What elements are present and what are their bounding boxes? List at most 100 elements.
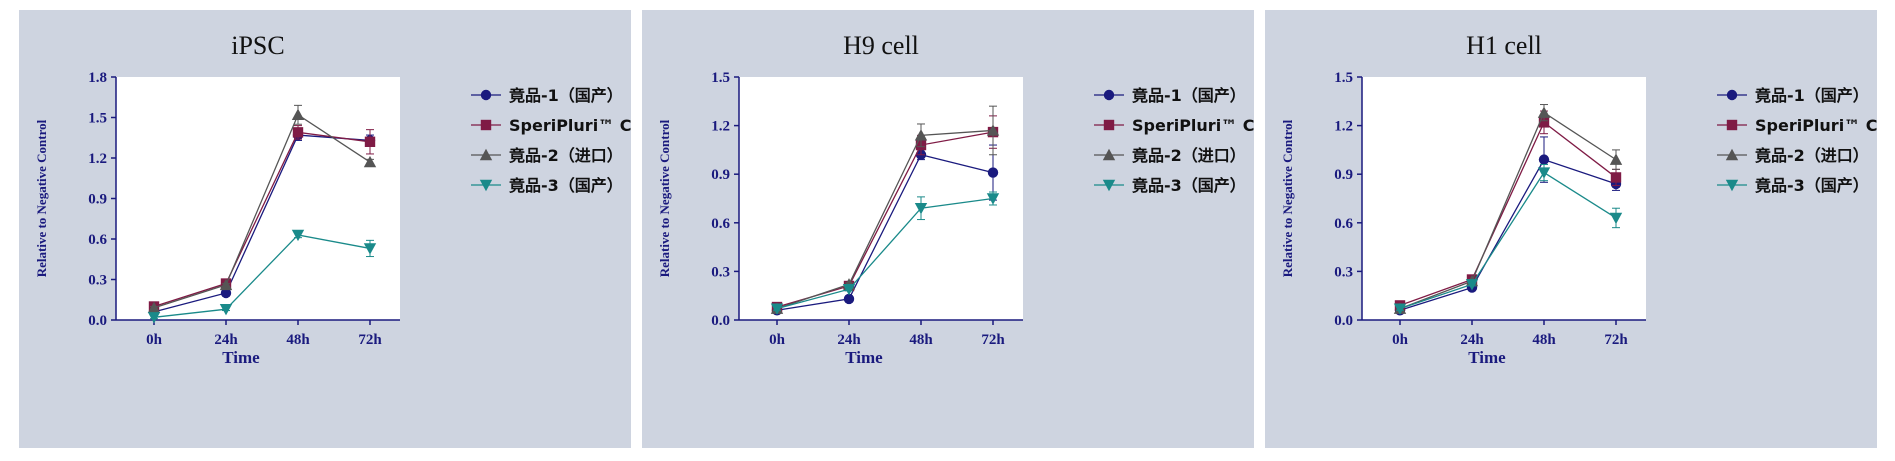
y-tick-label: 0.9	[1334, 167, 1353, 183]
y-axis-label: Relative to Negative Control	[34, 119, 49, 277]
legend-marker	[1725, 148, 1739, 161]
data-point	[363, 155, 377, 168]
legend-marker	[479, 179, 493, 192]
x-axis-label: Time	[1468, 348, 1506, 367]
series-line	[1399, 111, 1617, 310]
x-tick-label: 48h	[286, 332, 310, 348]
y-tick-label: 0.0	[711, 313, 730, 329]
x-tick-label: 72h	[358, 332, 382, 348]
legend-label: 竟品-1（国产）	[1132, 86, 1246, 105]
y-tick-label: 1.5	[88, 111, 107, 127]
series-line	[1399, 171, 1617, 310]
legend-marker	[480, 89, 492, 101]
series-line	[153, 113, 371, 309]
legend-label: 竟品-2（进口）	[1755, 146, 1869, 165]
chart-panel-h1-cell: H1 cell 0.0 0.3 0.6 0.9 1.2 1.5 0h 24h 48h 72h Time…	[1265, 10, 1877, 448]
series-line	[776, 154, 994, 311]
x-axis-label: Time	[845, 348, 883, 367]
legend-marker	[1726, 119, 1738, 131]
data-point	[363, 243, 377, 255]
legend-marker	[480, 119, 492, 131]
plot-area	[116, 77, 400, 320]
data-point	[914, 129, 928, 141]
legend-marker	[1103, 89, 1115, 101]
x-tick-label: 0h	[146, 332, 163, 348]
x-tick-label: 24h	[1460, 332, 1484, 348]
y-tick-label: 0.6	[711, 216, 730, 232]
chart-panel-ipsc: iPSC 0.0 0.3 0.6 0.9 1.2 1.5 1.8 0h 24h 48h 72h Time…	[19, 10, 631, 448]
chart-title: H9 cell	[843, 31, 919, 60]
series-group	[147, 229, 377, 324]
x-tick-label: 24h	[837, 332, 861, 348]
data-point	[986, 124, 1000, 136]
data-point	[843, 293, 855, 305]
legend-marker	[1103, 119, 1115, 131]
data-point	[219, 304, 233, 316]
legend-label: 竟品-2（进口）	[1132, 146, 1246, 165]
chart-h9-cell: H9 cell 0.0 0.3 0.6 0.9 1.2 1.5 0h 24h 48h 72h Time…	[657, 31, 1254, 367]
chart-h1-cell: H1 cell 0.0 0.3 0.6 0.9 1.2 1.5 0h 24h 48h 72h Time…	[1280, 31, 1877, 367]
data-point	[1538, 154, 1550, 165]
legend-label: SperiPluri™ CD	[509, 116, 631, 135]
series-line	[153, 234, 371, 318]
y-tick-label: 0.0	[1334, 313, 1353, 329]
y-tick-label: 0.6	[1334, 216, 1353, 232]
chart-ipsc: iPSC 0.0 0.3 0.6 0.9 1.2 1.5 1.8 0h 24h 48h 72h Time…	[34, 31, 631, 367]
y-tick-label: 0.0	[88, 313, 107, 329]
y-tick-label: 0.9	[88, 192, 107, 208]
data-point	[987, 167, 999, 178]
data-point	[1465, 279, 1479, 291]
y-axis-label: Relative to Negative Control	[657, 119, 672, 277]
y-tick-label: 1.8	[88, 70, 107, 86]
series-group	[1393, 163, 1623, 315]
x-axis-label: Time	[222, 348, 260, 367]
legend-label: 竟品-1（国产）	[509, 86, 623, 105]
legend-marker	[1102, 148, 1116, 161]
data-point	[1393, 303, 1407, 315]
y-axis-label: Relative to Negative Control	[1280, 119, 1295, 277]
y-tick-label: 0.3	[711, 264, 730, 280]
y-tick-label: 1.5	[1334, 70, 1353, 86]
x-tick-label: 0h	[1392, 332, 1409, 348]
legend-label: SperiPluri™ CD	[1755, 116, 1877, 135]
data-point	[1537, 167, 1551, 179]
legend-label: 竟品-1（国产）	[1755, 86, 1869, 105]
data-point	[1609, 212, 1623, 225]
series-line	[1399, 158, 1617, 311]
series-line	[776, 129, 994, 310]
data-point	[364, 136, 376, 147]
data-point	[842, 284, 856, 296]
series-group	[770, 191, 1000, 315]
series-line	[1399, 121, 1617, 307]
x-tick-label: 24h	[214, 332, 238, 348]
data-point	[914, 203, 928, 215]
data-point	[291, 108, 305, 120]
data-point	[1538, 117, 1550, 128]
plot-area	[1362, 77, 1646, 320]
legend-label: 竟品-2（进口）	[509, 146, 623, 165]
legend-label: 竟品-3（国产）	[509, 176, 623, 195]
y-tick-label: 0.3	[88, 273, 107, 289]
legend-label: 竟品-3（国产）	[1132, 176, 1246, 195]
data-point	[1609, 153, 1623, 165]
x-tick-label: 72h	[981, 332, 1005, 348]
x-tick-label: 48h	[909, 332, 933, 348]
data-point	[1537, 106, 1551, 118]
chart-title: H1 cell	[1466, 31, 1542, 60]
data-point	[292, 127, 304, 138]
y-tick-label: 0.9	[711, 167, 730, 183]
x-tick-label: 48h	[1532, 332, 1556, 348]
chart-panel-h9-cell: H9 cell 0.0 0.3 0.6 0.9 1.2 1.5 0h 24h 48h 72h Time…	[642, 10, 1254, 448]
legend-label: 竟品-3（国产）	[1755, 176, 1869, 195]
data-point	[147, 301, 161, 314]
y-tick-label: 0.3	[1334, 264, 1353, 280]
legend-marker	[1102, 179, 1116, 192]
data-point	[1610, 172, 1622, 183]
plot-area	[739, 77, 1023, 320]
y-tick-label: 0.6	[88, 232, 107, 248]
y-tick-label: 1.2	[1334, 119, 1353, 135]
data-point	[219, 278, 233, 291]
series-group	[147, 104, 377, 314]
series-line	[153, 131, 371, 308]
y-tick-label: 1.2	[88, 151, 107, 167]
